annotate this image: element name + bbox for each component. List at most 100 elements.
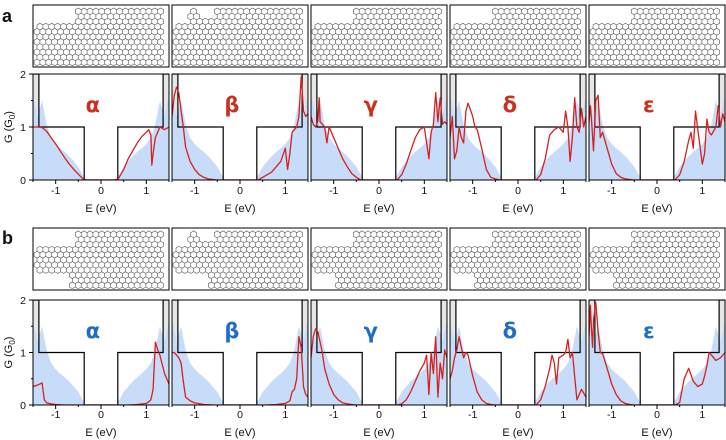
x-tick-label: -1 — [329, 185, 338, 197]
clean-ribbon-area — [311, 95, 447, 180]
x-tick-label: -1 — [468, 409, 477, 421]
x-tick-label: 0 — [98, 409, 104, 421]
subplot-a-4: ε -1 0 1 E (eV) — [588, 4, 726, 215]
defect-label: δ — [503, 93, 517, 117]
x-tick-label: -1 — [190, 185, 199, 197]
y-axis-label: G (G0) — [3, 337, 17, 369]
x-tick-label: 0 — [654, 185, 660, 197]
x-tick-label: -1 — [607, 185, 616, 197]
nanoribbon-lattice-a-2 — [311, 7, 442, 67]
x-tick-label: 0 — [237, 185, 243, 197]
nanoribbon-lattice-b-0 — [33, 230, 164, 290]
panel-label-b: b — [2, 228, 13, 248]
x-tick-label: -1 — [51, 185, 60, 197]
step-conductance-line — [589, 300, 725, 405]
y-tick-label: 0 — [20, 400, 26, 412]
conductance-line — [33, 126, 169, 180]
defect-label: α — [86, 93, 100, 117]
step-conductance-line — [172, 74, 308, 180]
clean-ribbon-area — [450, 321, 586, 405]
subplot-a-2: γ -1 0 1 E (eV) — [310, 4, 448, 215]
subplot-b-3: δ -1 0 1 E (eV) — [449, 227, 587, 439]
x-axis-label: E (eV) — [502, 203, 533, 215]
lattice-frame — [310, 227, 448, 291]
conductance-line — [450, 97, 586, 180]
subplot-a-3: δ -1 0 1 E (eV) — [449, 4, 587, 215]
lattice-frame — [449, 227, 587, 291]
x-tick-label: -1 — [190, 409, 199, 421]
y-tick-label: 0 — [20, 175, 26, 187]
conductance-line — [33, 341, 169, 405]
conductance-line — [172, 336, 308, 405]
lattice-frame — [449, 4, 587, 68]
x-axis-label: E (eV) — [224, 427, 255, 439]
defect-label: ε — [643, 93, 655, 117]
plot-area — [589, 300, 725, 405]
clean-ribbon-area — [172, 321, 308, 405]
y-axis-label: G (G0) — [3, 111, 17, 143]
lattice-frame — [310, 4, 448, 68]
clean-ribbon-area — [172, 95, 308, 180]
x-tick-label: 1 — [143, 409, 149, 421]
x-tick-label: -1 — [329, 409, 338, 421]
step-conductance-line — [450, 74, 586, 180]
subplot-a-1: β -1 0 1 E (eV) — [171, 4, 309, 215]
plot-area — [172, 300, 308, 405]
defect-label: γ — [364, 319, 378, 343]
clean-ribbon-area — [589, 95, 725, 180]
defect-label: α — [86, 319, 100, 343]
panel-label-a: a — [2, 6, 13, 26]
x-tick-label: 1 — [699, 409, 705, 421]
x-tick-label: 0 — [515, 185, 521, 197]
step-conductance-line — [311, 74, 447, 180]
y-tick-label: 1 — [20, 122, 26, 134]
conductance-line — [172, 76, 308, 180]
nanoribbon-lattice-b-4 — [589, 230, 720, 290]
x-tick-label: -1 — [607, 409, 616, 421]
panels-layer: G (G0) α -1 0 1 E (eV) 0 1 2 β -1 0 1 E (eV) γ -1 0 1 E (e… — [3, 4, 726, 439]
x-tick-label: -1 — [468, 185, 477, 197]
x-tick-label: 0 — [98, 185, 104, 197]
x-axis-label: E (eV) — [641, 427, 672, 439]
x-axis-label: E (eV) — [502, 427, 533, 439]
defect-label: γ — [364, 93, 378, 117]
x-tick-label: 1 — [421, 185, 427, 197]
subplot-a-0: α -1 0 1 E (eV) 0 1 2 — [20, 4, 170, 215]
x-axis-label: E (eV) — [363, 203, 394, 215]
plot-area — [311, 74, 447, 180]
x-axis-label: E (eV) — [85, 427, 116, 439]
lattice-frame — [171, 4, 309, 68]
step-conductance-line — [311, 300, 447, 405]
conductance-line — [589, 94, 725, 180]
step-conductance-line — [33, 300, 169, 405]
lattice-frame — [588, 227, 726, 291]
clean-ribbon-area — [33, 321, 169, 405]
clean-ribbon-area — [311, 321, 447, 405]
defect-label: β — [224, 319, 239, 343]
x-tick-label: 1 — [421, 409, 427, 421]
x-tick-label: 1 — [560, 185, 566, 197]
nanoribbon-lattice-a-3 — [450, 7, 581, 67]
nanoribbon-lattice-b-2 — [311, 230, 442, 290]
nanoribbon-lattice-b-3 — [450, 230, 581, 290]
lattice-frame — [171, 227, 309, 291]
defect-label: β — [224, 93, 239, 117]
plot-area — [33, 74, 169, 180]
y-tick-label: 1 — [20, 348, 26, 360]
defect-label: δ — [503, 319, 517, 343]
defect-label: ε — [643, 319, 655, 343]
x-tick-label: 1 — [143, 185, 149, 197]
x-tick-label: 0 — [376, 185, 382, 197]
x-axis-label: E (eV) — [85, 203, 116, 215]
y-tick-label: 2 — [20, 69, 26, 81]
x-tick-label: 1 — [282, 409, 288, 421]
x-axis-label: E (eV) — [641, 203, 672, 215]
nanoribbon-lattice-a-4 — [589, 7, 720, 67]
x-tick-label: -1 — [51, 409, 60, 421]
x-tick-label: 0 — [654, 409, 660, 421]
subplot-b-1: β -1 0 1 E (eV) — [171, 227, 309, 439]
clean-ribbon-area — [33, 95, 169, 180]
x-axis-label: E (eV) — [363, 427, 394, 439]
x-tick-label: 0 — [515, 409, 521, 421]
x-axis-label: E (eV) — [224, 203, 255, 215]
